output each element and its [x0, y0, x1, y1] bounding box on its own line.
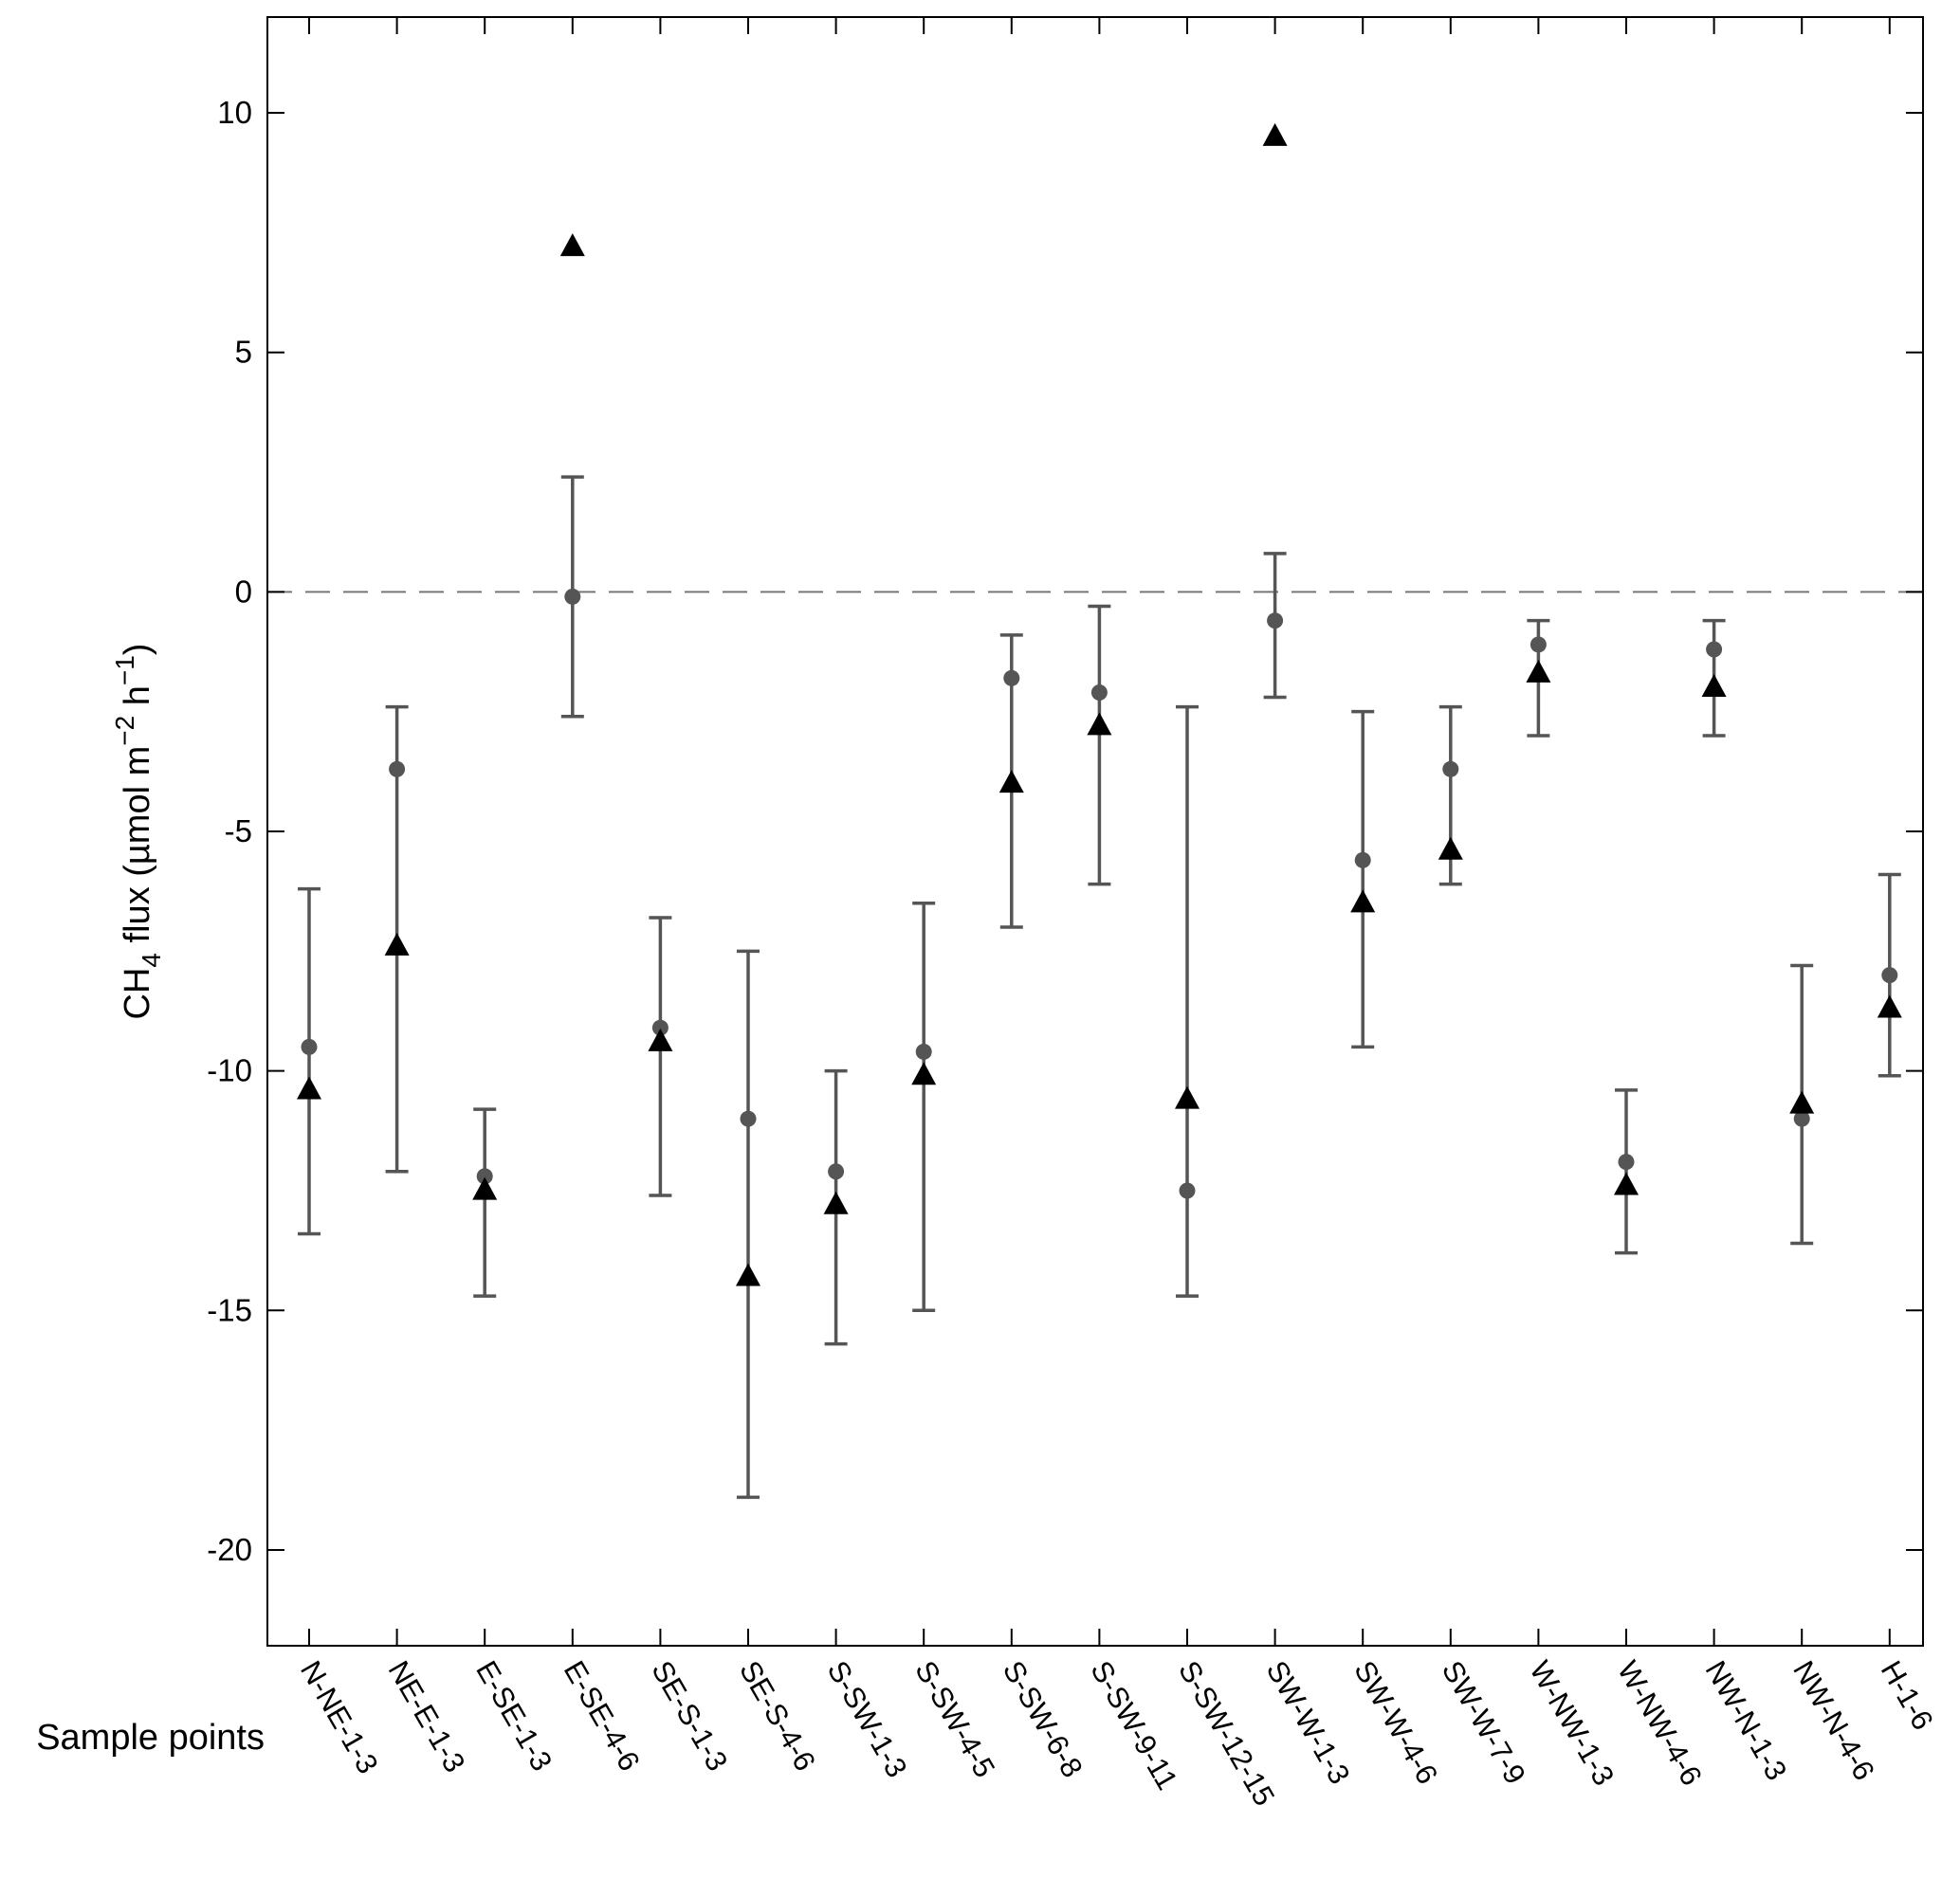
triangle-point — [1350, 889, 1376, 913]
circle-point — [1793, 1110, 1810, 1127]
y-tick-label: 5 — [235, 335, 252, 370]
y-tick-label: -20 — [207, 1532, 252, 1567]
x-category-label: S-SW-6-8 — [997, 1655, 1090, 1783]
x-category-label: W-NW-4-6 — [1611, 1655, 1709, 1791]
triangle-point — [1087, 712, 1112, 736]
x-category-label: S-SW-9-11 — [1084, 1655, 1184, 1796]
triangle-point — [1175, 1085, 1200, 1109]
circle-point — [476, 1168, 493, 1185]
circle-point — [651, 1019, 669, 1036]
triangle-point — [736, 1263, 760, 1286]
circle-point — [1706, 641, 1723, 658]
circle-point — [1442, 760, 1459, 777]
y-axis-ticks: 10 5 0 -5 -10 -15 -20 — [207, 95, 1923, 1567]
x-category-label: SW-W-4-6 — [1347, 1655, 1444, 1790]
triangle-point — [559, 233, 585, 257]
triangle-point — [1262, 122, 1288, 146]
y-tick-label: 0 — [235, 574, 252, 609]
y-tick-label: -10 — [207, 1053, 252, 1088]
triangle-point — [384, 932, 410, 956]
circle-point — [1003, 669, 1020, 686]
y-tick-label: 10 — [217, 95, 252, 130]
circle-point — [828, 1163, 845, 1180]
triangle-point — [998, 770, 1024, 793]
x-category-label: SW-W-1-3 — [1260, 1655, 1357, 1790]
triangle-point — [648, 1028, 673, 1051]
x-category-label: NW-N-4-6 — [1786, 1655, 1881, 1786]
error-bars — [298, 475, 1901, 1500]
x-axis-ticks — [308, 17, 1891, 1646]
circle-point — [1530, 636, 1547, 653]
y-tick-label: -15 — [207, 1292, 252, 1327]
circle-point — [1179, 1182, 1196, 1199]
triangle-point — [472, 1176, 498, 1200]
triangle-point — [1438, 836, 1463, 860]
x-category-label: H-1-6 — [1875, 1655, 1940, 1736]
triangle-point — [1614, 1172, 1639, 1195]
triangle-point — [1701, 674, 1727, 698]
plot-frame — [266, 16, 1924, 1647]
x-category-label: SE-S-4-6 — [733, 1655, 822, 1777]
triangle-point — [1789, 1090, 1815, 1114]
triangle-point — [911, 1062, 937, 1085]
x-category-label: N-NE-1-3 — [294, 1655, 385, 1779]
circle-point — [389, 760, 406, 777]
circle-point — [1881, 967, 1898, 984]
circle-point — [1267, 612, 1284, 629]
circle-point — [915, 1043, 932, 1060]
circle-point — [1618, 1154, 1635, 1171]
y-axis-title: CH4 flux (µmol m−2 h−1) — [110, 644, 166, 1020]
x-category-label: SW-W-7-9 — [1436, 1655, 1532, 1790]
x-category-label: NW-N-1-3 — [1699, 1655, 1794, 1786]
x-category-label: W-NW-1-3 — [1523, 1655, 1621, 1791]
x-category-label: E-SE-1-3 — [469, 1655, 559, 1777]
circle-series — [301, 588, 1898, 1199]
triangle-point — [823, 1191, 849, 1214]
triangle-point — [1526, 659, 1551, 683]
triangle-point — [1877, 994, 1902, 1018]
x-category-labels: N-NE-1-3NE-E-1-3E-SE-1-3E-SE-4-6SE-S-1-3… — [294, 1655, 1940, 1812]
x-category-label: E-SE-4-6 — [558, 1655, 647, 1777]
triangle-series — [297, 122, 1902, 1286]
triangle-point — [297, 1076, 321, 1100]
y-tick-label: -5 — [225, 813, 252, 848]
x-category-label: S-SW-1-3 — [821, 1655, 914, 1783]
x-category-label: NE-E-1-3 — [382, 1655, 472, 1778]
circle-point — [740, 1110, 757, 1127]
circle-point — [1090, 684, 1108, 701]
x-category-label: SE-S-1-3 — [645, 1655, 734, 1777]
circle-point — [564, 588, 581, 605]
circle-point — [1354, 851, 1371, 868]
x-axis-title: Sample points — [36, 1718, 265, 1758]
circle-point — [301, 1038, 318, 1055]
x-category-label: S-SW-4-5 — [908, 1655, 1001, 1783]
